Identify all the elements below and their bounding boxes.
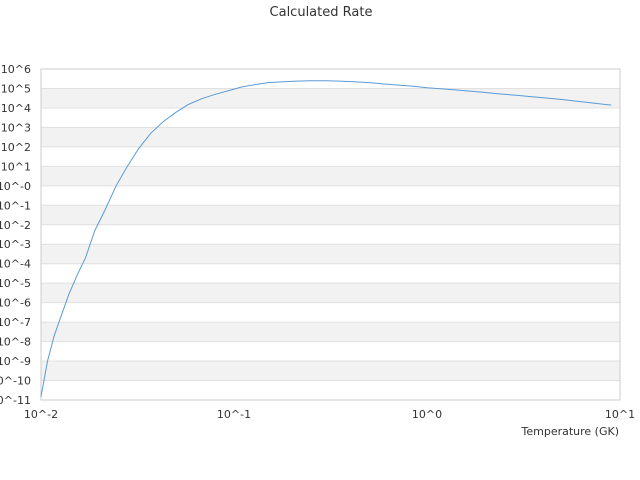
y-tick-label: 10^6 (1, 63, 31, 76)
y-axis-ticks: 10^-11 10^-10 10^-9 10^-8 10^-7 10^-6 10^-5 10^… (0, 63, 31, 407)
y-tick-label: 10^-5 (0, 277, 31, 290)
y-tick-label: 10^-3 (0, 238, 31, 251)
grid-band (41, 283, 620, 303)
y-tick-label: 10^4 (1, 102, 31, 115)
grid-lines (41, 68, 620, 401)
y-tick-label: 10^-0 (0, 180, 31, 193)
grid-band (41, 244, 620, 264)
grid-band (41, 88, 620, 108)
grid-band (41, 322, 620, 342)
x-axis-label: Temperature (GK) (521, 425, 620, 438)
y-tick-label: 10^-1 (0, 199, 31, 212)
plot-frame (40, 68, 621, 401)
x-axis-ticks: 10^-2 10^-1 10^0 10^1 (24, 408, 635, 421)
y-tick-label: 10^-2 (0, 219, 31, 232)
grid-band (41, 205, 620, 225)
y-tick-label: 10^-9 (0, 355, 31, 368)
y-tick-label: 10^-4 (0, 258, 31, 271)
y-tick-label: 10^3 (1, 121, 31, 134)
y-tick-label: 10^2 (1, 141, 31, 154)
y-tick-label: 10^-8 (0, 336, 31, 349)
x-tick-label: 10^0 (412, 408, 442, 421)
grid-bands (41, 88, 620, 381)
series-line (40, 80, 612, 397)
grid-band (41, 361, 620, 381)
grid-band (41, 127, 620, 147)
y-tick-label: 10^-6 (0, 297, 31, 310)
x-tick-label: 10^-1 (217, 408, 251, 421)
chart-title: Calculated Rate (270, 5, 373, 20)
x-tick-label: 10^1 (605, 408, 635, 421)
y-tick-label: 10^-7 (0, 316, 31, 329)
y-tick-label: 10^-11 (0, 394, 31, 407)
x-tick-label: 10^-2 (24, 408, 58, 421)
series-group (40, 80, 612, 397)
y-tick-label: 10^5 (1, 82, 31, 95)
y-tick-label: 10^1 (1, 160, 31, 173)
y-tick-label: 10^-10 (0, 375, 31, 388)
grid-band (41, 166, 620, 186)
